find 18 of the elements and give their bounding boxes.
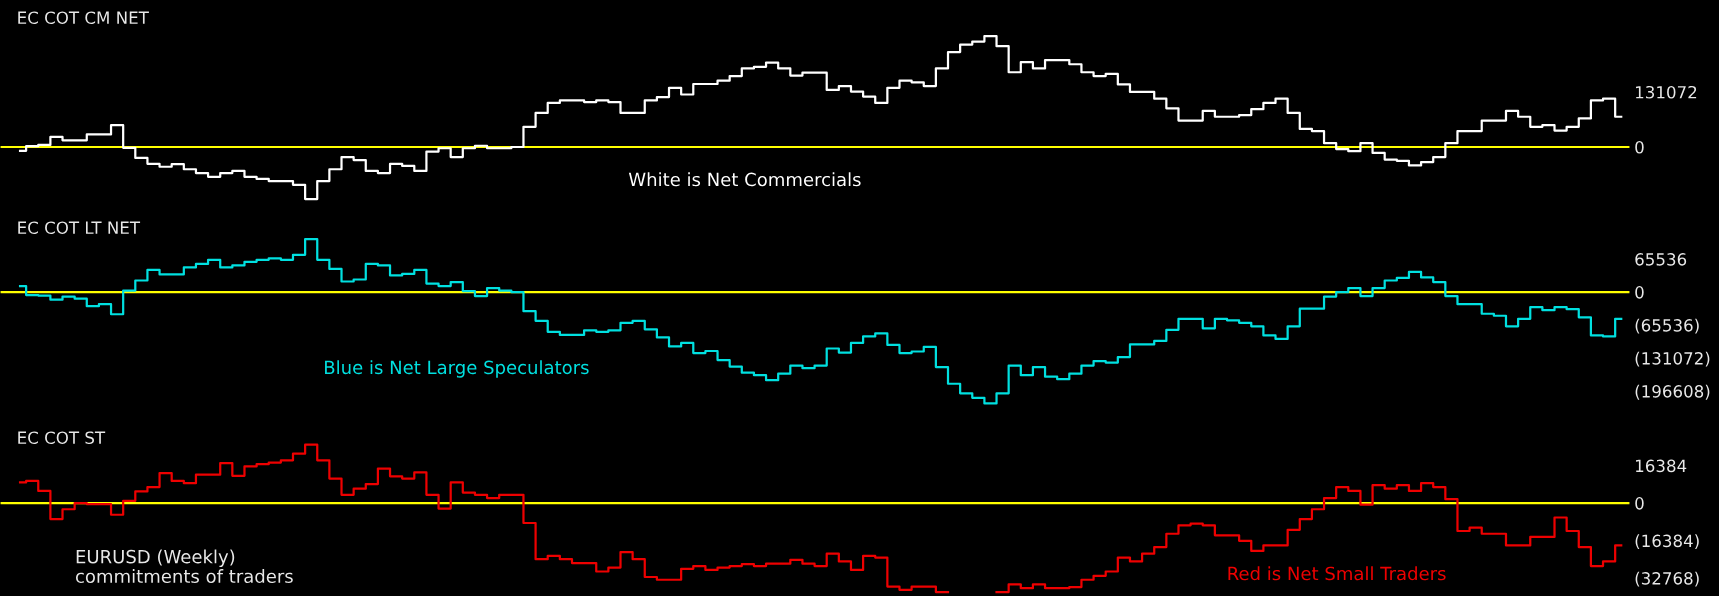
annotation: EURUSD (Weekly) commitments of traders <box>75 549 293 584</box>
text: EC COT ST <box>18 431 106 445</box>
y-tick-label: (196608) <box>1635 384 1710 400</box>
annotation: Blue is Net Large Speculators <box>325 360 589 378</box>
y-tick-label: (16384) <box>1635 534 1699 550</box>
text: EC COT CM NET <box>18 11 149 25</box>
y-tick-label: 0 <box>1635 497 1644 510</box>
annotation: Red is Net Small Traders <box>1228 566 1446 581</box>
y-tick-label: 16384 <box>1636 459 1687 473</box>
y-tick-label: (131072) <box>1635 351 1710 367</box>
y-tick-label: 0 <box>1635 140 1644 154</box>
y-tick-label: 131072 <box>1636 85 1697 99</box>
annotation: White is Net Commercials <box>628 172 861 187</box>
text: EC COT LT NET <box>18 221 141 235</box>
y-tick-label: (65536) <box>1635 318 1699 334</box>
y-tick-label: 65536 <box>1635 253 1687 266</box>
y-tick-label: (32768) <box>1635 571 1699 587</box>
y-tick-label: 0 <box>1635 286 1644 299</box>
